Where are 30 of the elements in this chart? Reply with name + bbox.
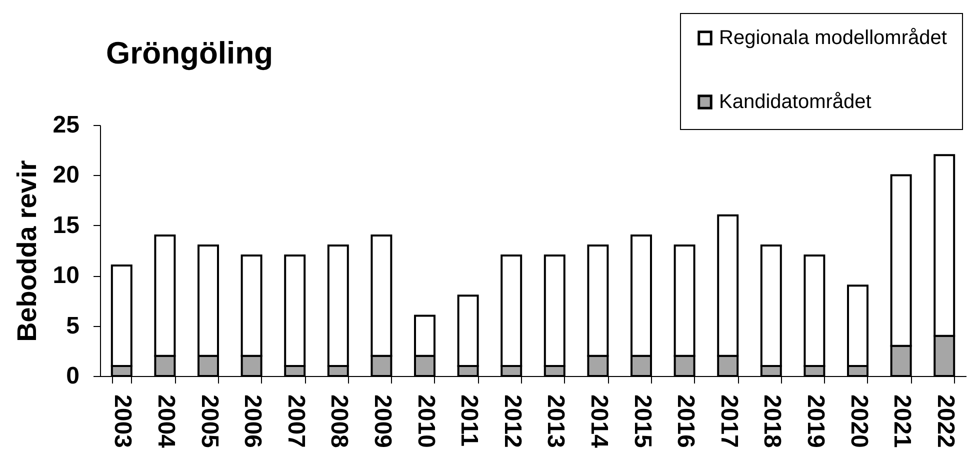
y-tick-label: 15 [52, 212, 80, 239]
y-tick-label: 25 [52, 112, 80, 138]
x-tick-label: 2010 [412, 394, 440, 448]
x-tick-label: 2012 [498, 394, 526, 448]
legend-label: Kandidatområdet [719, 91, 872, 113]
x-tick-label: 2011 [456, 394, 483, 447]
x-tick-label: 2004 [152, 394, 180, 449]
x-tick-label: 2013 [542, 394, 570, 448]
x-tick-label: 2020 [845, 394, 872, 448]
x-tick-label: 2008 [326, 394, 353, 448]
x-tick-label: 2003 [109, 394, 136, 448]
x-tick-label: 2006 [239, 394, 266, 448]
x-tick-label: 2016 [672, 394, 700, 448]
y-tick-label: 0 [66, 362, 80, 390]
x-tick-label: 2018 [758, 394, 786, 448]
x-tick-label: 2019 [802, 394, 829, 448]
x-tick-label: 2007 [282, 394, 310, 448]
y-tick-label: 10 [52, 262, 80, 290]
legend-label: Regionala modellområdet [719, 27, 948, 49]
x-tick-label: 2021 [888, 394, 916, 448]
x-tick-label: 2022 [932, 394, 959, 448]
y-tick-label: 5 [66, 312, 80, 340]
x-tick-label: 2014 [585, 394, 612, 449]
y-tick-label: 20 [52, 162, 80, 189]
x-tick-label: 2017 [715, 394, 742, 448]
y-axis-title: Bebodda revir [12, 160, 42, 342]
x-tick-label: 2009 [368, 394, 396, 448]
x-tick-label: 2015 [628, 394, 656, 448]
chart-title: Gröngöling [106, 36, 274, 70]
x-tick-label: 2005 [196, 394, 223, 448]
